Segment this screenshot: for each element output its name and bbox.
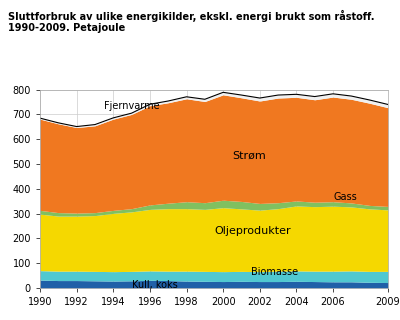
Text: Biomasse: Biomasse: [251, 267, 298, 277]
Text: Oljeprodukter: Oljeprodukter: [214, 226, 291, 236]
Text: Sluttforbruk av ulike energikilder, ekskl. energi brukt som råstoff.
1990-2009. : Sluttforbruk av ulike energikilder, eksk…: [8, 10, 374, 33]
Text: Kull, koks: Kull, koks: [132, 280, 177, 290]
Text: Strøm: Strøm: [232, 150, 266, 160]
Text: Fjernvarme: Fjernvarme: [104, 101, 160, 111]
Text: Gass: Gass: [333, 192, 357, 202]
